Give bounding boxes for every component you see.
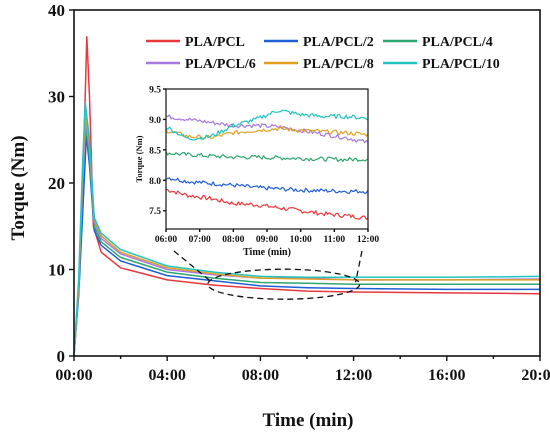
y-tick-label: 20 (48, 174, 65, 193)
x-tick-label: 12:00 (335, 367, 372, 384)
main-axes: 00:00 04:00 08:00 12:00 16:00 20:00 0 10 20 30 40 (48, 1, 550, 384)
inset-y-tick-label: 9.0 (149, 116, 161, 126)
inset-series-line-pla-pcl-8 (165, 126, 369, 140)
inset-series-line-pla-pcl-2 (165, 177, 369, 194)
x-tick-label: 16:00 (428, 367, 465, 384)
x-tick-label: 20:00 (521, 367, 550, 384)
main-series-group (73, 36, 541, 357)
inset-x-tick-label: 11:00 (324, 235, 346, 245)
inset-x-tick-label: 12:00 (357, 235, 379, 245)
y-tick-label: 0 (57, 347, 66, 366)
zoom-connector-left (173, 250, 213, 283)
y-tick-label: 30 (48, 88, 65, 107)
legend-label-pla-pcl: PLA/PCL (185, 35, 245, 50)
x-axis-label: Time (min) (263, 410, 354, 431)
inset-x-axis-label: Time (min) (243, 247, 291, 258)
series-line-pla-pcl-2 (73, 134, 540, 357)
x-tick-label: 08:00 (242, 367, 279, 384)
inset-y-tick-label: 8.0 (149, 177, 161, 187)
inset-series-line-pla-pcl-10 (165, 109, 369, 141)
inset-y-axis-label: Torque (Nm) (134, 135, 144, 182)
legend-label-pla-pcl-10: PLA/PCL/10 (422, 57, 500, 72)
inset-y-tick-label: 7.5 (149, 207, 161, 217)
legend-label-pla-pcl-2: PLA/PCL/2 (303, 35, 374, 50)
inset-x-tick-label: 06:00 (155, 235, 177, 245)
y-axis-label: Torque (Nm) (8, 135, 29, 240)
inset-series-line-pla-pcl-6 (165, 114, 369, 144)
inset-x-tick-label: 09:00 (256, 235, 278, 245)
inset-chart: 06:00 07:00 08:00 09:00 10:00 11:00 12:00 7.5 8.… (134, 86, 379, 259)
legend-label-pla-pcl-4: PLA/PCL/4 (422, 35, 493, 50)
inset-x-tick-label: 10:00 (290, 235, 312, 245)
inset-y-tick-label: 8.5 (149, 146, 161, 156)
y-tick-label: 10 (48, 261, 65, 280)
zoom-connector-right (354, 250, 363, 283)
inset-y-tick-label: 9.5 (149, 86, 161, 96)
legend-label-pla-pcl-8: PLA/PCL/8 (303, 57, 374, 72)
zoom-markers (173, 250, 363, 300)
x-tick-label: 04:00 (149, 367, 186, 384)
inset-series-line-pla-pcl-4 (165, 151, 369, 162)
zoom-region-ellipse (207, 268, 361, 300)
x-tick-label: 00:00 (55, 367, 92, 384)
legend: PLA/PCL PLA/PCL/2 PLA/PCL/4 PLA/PCL/6 PLA/PC… (146, 35, 500, 72)
inset-series-line-pla-pcl (165, 188, 369, 220)
inset-x-tick-label: 07:00 (189, 235, 211, 245)
inset-x-tick-label: 08:00 (222, 235, 244, 245)
y-tick-label: 40 (48, 1, 65, 20)
series-line-pla-pcl-10 (73, 101, 541, 357)
legend-label-pla-pcl-6: PLA/PCL/6 (185, 57, 256, 72)
